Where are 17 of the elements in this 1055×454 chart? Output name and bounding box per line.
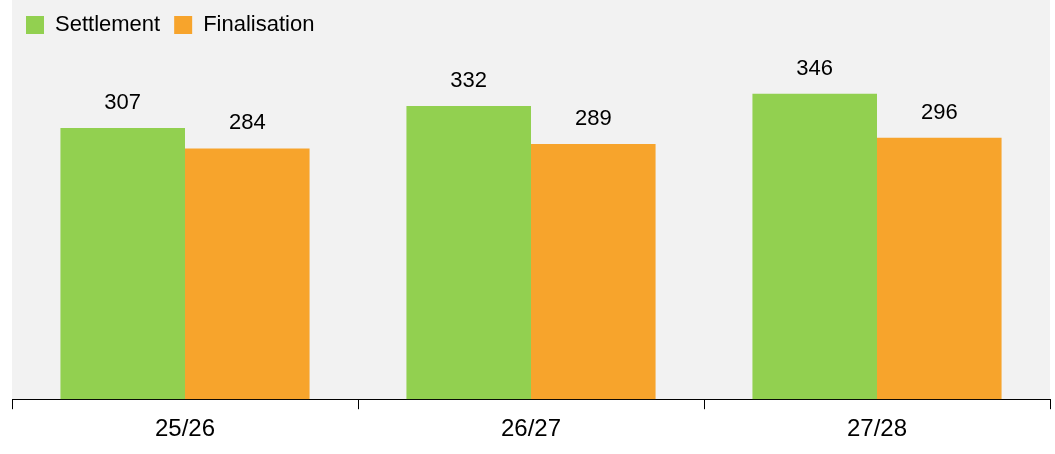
x-tick-label: 27/28 — [846, 414, 908, 442]
data-label: 346 — [796, 54, 834, 80]
data-label: 307 — [104, 89, 142, 115]
x-tick-label: 25/26 — [154, 414, 216, 442]
legend-label: Finalisation — [203, 11, 315, 37]
data-label: 296 — [920, 98, 958, 124]
data-label: 332 — [450, 67, 488, 93]
data-label: 284 — [228, 109, 266, 135]
bar — [752, 93, 877, 400]
bar — [60, 128, 185, 400]
bar — [877, 137, 1002, 400]
data-label: 289 — [574, 105, 612, 131]
bar — [406, 106, 531, 400]
x-tick-label: 26/27 — [500, 414, 562, 442]
bar — [185, 148, 310, 400]
bar — [531, 144, 656, 400]
legend-label: Settlement — [55, 11, 161, 37]
